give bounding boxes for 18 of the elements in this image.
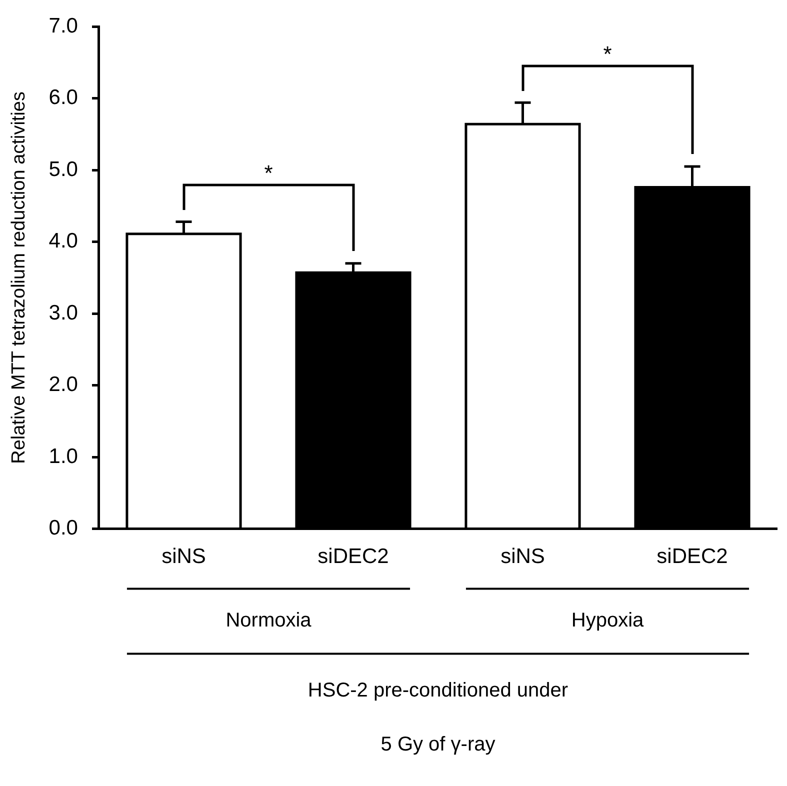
y-tick-label: 7.0 xyxy=(48,14,78,38)
x-tick-label: siDEC2 xyxy=(318,545,389,568)
y-tick-label: 3.0 xyxy=(48,301,78,324)
text: Normoxia xyxy=(226,609,312,632)
annotation: * xyxy=(264,160,274,186)
y-tick-label: 2.0 xyxy=(48,373,78,396)
y-tick-label: 5.0 xyxy=(48,158,78,181)
y-tick-label: 6.0 xyxy=(48,86,78,110)
text: HSC-2 pre-conditioned under 5 Gy of γ-ray xyxy=(308,679,568,756)
x-tick-label: siNS xyxy=(162,545,206,568)
y-tick-label: 1.0 xyxy=(48,444,78,468)
text: Hypoxia xyxy=(571,609,644,632)
y-axis-title: Relative MTT tetrazolium reduction activities xyxy=(8,91,30,464)
y-tick-label: 0.0 xyxy=(48,516,78,540)
x-tick-label: siDEC2 xyxy=(656,545,728,568)
y-tick-label: 4.0 xyxy=(48,230,78,253)
annotation: * xyxy=(603,42,612,67)
x-tick-label: siNS xyxy=(500,545,545,568)
